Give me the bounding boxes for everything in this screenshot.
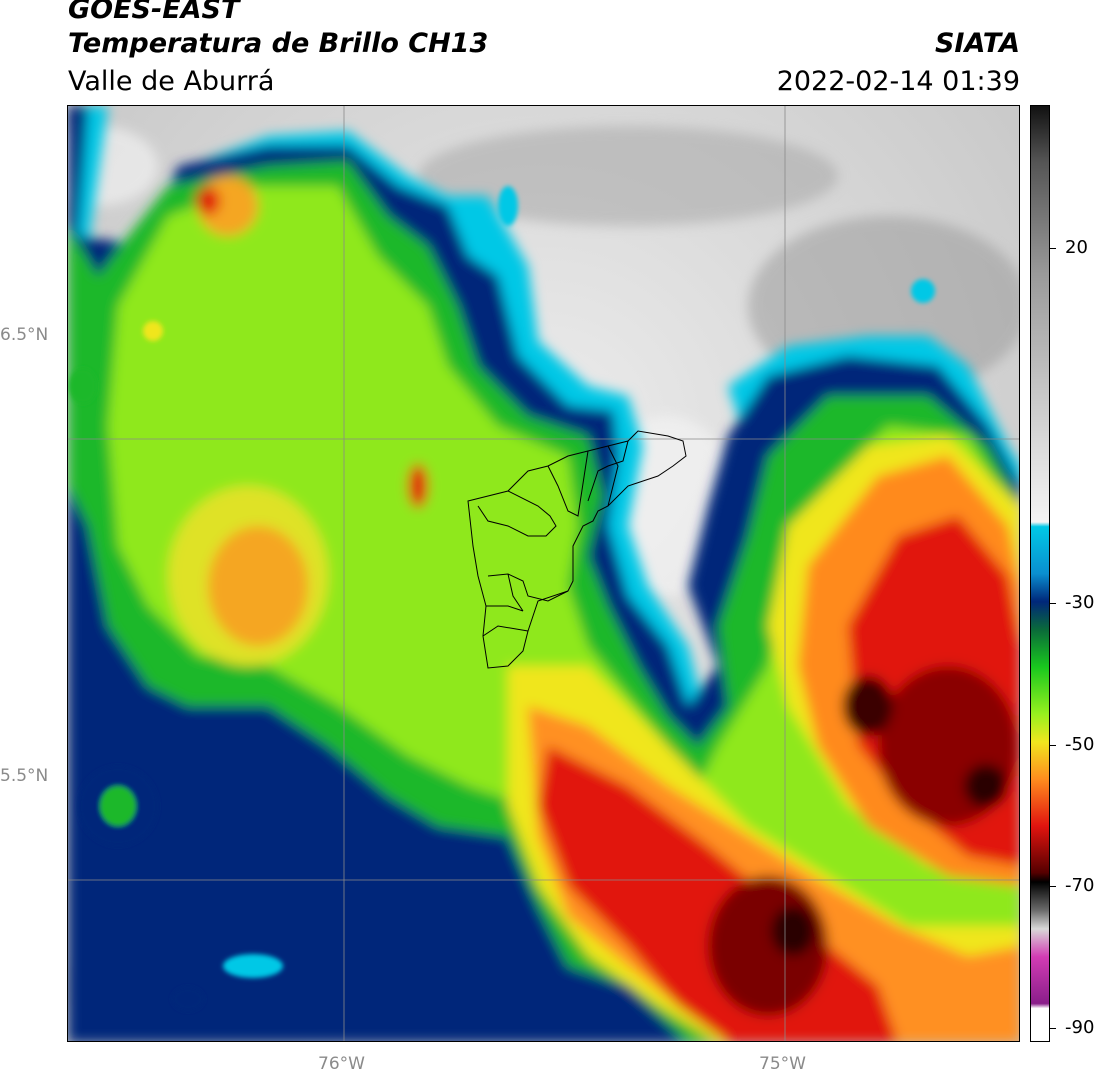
lat-label-6-5: 6.5°N (0, 325, 49, 345)
colorbar-tick-20 (1050, 248, 1056, 249)
cloud-red-north (196, 187, 220, 215)
isolated-cells (69, 186, 935, 1011)
colorbar-tick-neg70 (1050, 886, 1056, 887)
colorbar-label-20: 20 (1065, 237, 1088, 258)
cloud-orange-west (208, 526, 308, 646)
colorbar-tick-neg90 (1050, 1028, 1056, 1029)
agency-label: SIATA (934, 28, 1020, 59)
brightness-temperature-map[interactable] (67, 105, 1020, 1042)
map-canvas (68, 106, 1019, 1041)
product-title: Temperatura de Brillo CH13 (68, 28, 489, 59)
graticule (68, 106, 1019, 1041)
core-east-3 (964, 764, 1008, 808)
colorbar-label-neg50: -50 (1065, 734, 1094, 755)
lon-label-76w: 76°W (318, 1054, 365, 1074)
timestamp-label: 2022-02-14 01:39 (776, 66, 1020, 97)
colorbar-tick-neg30 (1050, 603, 1056, 604)
core-south-2 (771, 906, 815, 956)
lon-label-75w: 75°W (759, 1054, 806, 1074)
colorbar-tick-neg50 (1050, 745, 1056, 746)
municipal-boundaries (467, 430, 687, 669)
colorbar-label-neg70: -70 (1065, 875, 1094, 896)
colorbar-label-neg30: -30 (1065, 592, 1094, 613)
cloud-lime (108, 186, 1019, 1041)
lat-label-5-5: 5.5°N (0, 766, 49, 786)
colorbar-label-neg90: -90 (1065, 1017, 1094, 1038)
temperature-colorbar (1030, 105, 1050, 1042)
cloud-red-mid (408, 464, 428, 508)
cloud-tops (68, 106, 1019, 1041)
region-subtitle: Valle de Aburrá (68, 66, 275, 97)
satellite-title: GOES-EAST (68, 0, 240, 25)
core-east-2 (843, 676, 893, 736)
